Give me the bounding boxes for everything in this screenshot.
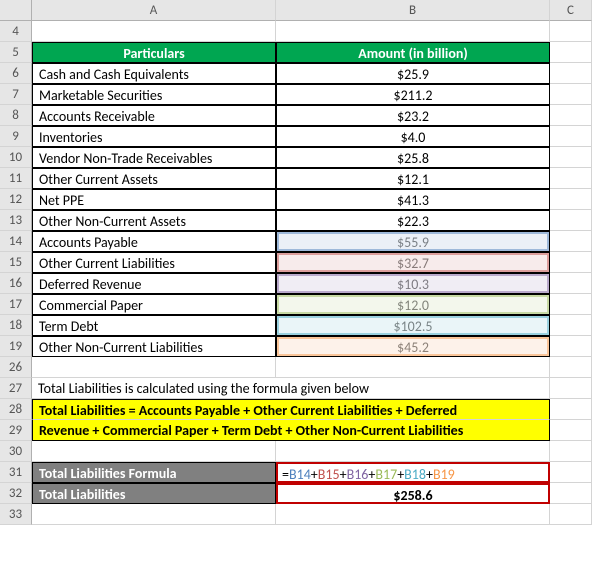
cell-C8[interactable] — [550, 105, 592, 126]
value-13[interactable]: $22.3 — [276, 210, 550, 231]
row-19[interactable]: 19 — [0, 336, 32, 357]
row-5[interactable]: 5 — [0, 42, 32, 63]
cell-C26[interactable] — [550, 357, 592, 378]
row-32[interactable]: 32 — [0, 483, 32, 504]
row-31[interactable]: 31 — [0, 462, 32, 483]
col-A[interactable]: A — [32, 0, 276, 21]
row-26[interactable]: 26 — [0, 357, 32, 378]
row-15[interactable]: 15 — [0, 252, 32, 273]
formula-label: Total Liabilities Formula — [32, 462, 276, 483]
cell-C12[interactable] — [550, 189, 592, 210]
corner — [0, 0, 32, 21]
cell-C6[interactable] — [550, 63, 592, 84]
formula-desc-1: Total Liabilities = Accounts Payable + O… — [32, 399, 550, 420]
value-14[interactable]: $55.9 — [276, 231, 550, 252]
label-14[interactable]: Accounts Payable — [32, 231, 276, 252]
label-10[interactable]: Vendor Non-Trade Receivables — [32, 147, 276, 168]
label-17[interactable]: Commercial Paper — [32, 294, 276, 315]
col-B[interactable]: B — [276, 0, 550, 21]
cell-C9[interactable] — [550, 126, 592, 147]
value-18[interactable]: $102.5 — [276, 315, 550, 336]
label-13[interactable]: Other Non-Current Assets — [32, 210, 276, 231]
cell-B30[interactable] — [276, 441, 550, 462]
header-amount: Amount (in billion) — [276, 42, 550, 63]
cell-C27[interactable] — [550, 378, 592, 399]
cell-C18[interactable] — [550, 315, 592, 336]
value-19[interactable]: $45.2 — [276, 336, 550, 357]
cell-B33[interactable] — [276, 504, 550, 525]
formula-cell[interactable]: =B14+B15+B16+B17+B18+B19 — [276, 462, 550, 483]
row-11[interactable]: 11 — [0, 168, 32, 189]
cell-C28[interactable] — [550, 399, 592, 420]
cell-C29[interactable] — [550, 420, 592, 441]
label-11[interactable]: Other Current Assets — [32, 168, 276, 189]
col-C[interactable]: C — [550, 0, 592, 21]
row-29[interactable]: 29 — [0, 420, 32, 441]
cell-C13[interactable] — [550, 210, 592, 231]
row-30[interactable]: 30 — [0, 441, 32, 462]
cell-B26[interactable] — [276, 357, 550, 378]
row-33[interactable]: 33 — [0, 504, 32, 525]
row-17[interactable]: 17 — [0, 294, 32, 315]
row-16[interactable]: 16 — [0, 273, 32, 294]
label-12[interactable]: Net PPE — [32, 189, 276, 210]
header-particulars: Particulars — [32, 42, 276, 63]
cell-C30[interactable] — [550, 441, 592, 462]
label-6[interactable]: Cash and Cash Equivalents — [32, 63, 276, 84]
cell-C32[interactable] — [550, 483, 592, 504]
row-6[interactable]: 6 — [0, 63, 32, 84]
value-16[interactable]: $10.3 — [276, 273, 550, 294]
row-14[interactable]: 14 — [0, 231, 32, 252]
row-9[interactable]: 9 — [0, 126, 32, 147]
total-value: $258.6 — [276, 483, 550, 504]
row-10[interactable]: 10 — [0, 147, 32, 168]
label-9[interactable]: Inventories — [32, 126, 276, 147]
cell-C11[interactable] — [550, 168, 592, 189]
label-7[interactable]: Marketable Securities — [32, 84, 276, 105]
label-19[interactable]: Other Non-Current Liabilities — [32, 336, 276, 357]
value-11[interactable]: $12.1 — [276, 168, 550, 189]
cell-C19[interactable] — [550, 336, 592, 357]
cell-A4[interactable] — [32, 21, 276, 42]
cell-A33[interactable] — [32, 504, 276, 525]
cell-C33[interactable] — [550, 504, 592, 525]
value-15[interactable]: $32.7 — [276, 252, 550, 273]
value-8[interactable]: $23.2 — [276, 105, 550, 126]
cell-C4[interactable] — [550, 21, 592, 42]
row-4[interactable]: 4 — [0, 21, 32, 42]
label-18[interactable]: Term Debt — [32, 315, 276, 336]
value-12[interactable]: $41.3 — [276, 189, 550, 210]
row-12[interactable]: 12 — [0, 189, 32, 210]
cell-C31[interactable] — [550, 462, 592, 483]
label-8[interactable]: Accounts Receivable — [32, 105, 276, 126]
row-28[interactable]: 28 — [0, 399, 32, 420]
cell-C14[interactable] — [550, 231, 592, 252]
label-15[interactable]: Other Current Liabilities — [32, 252, 276, 273]
cell-C5[interactable] — [550, 42, 592, 63]
row-27[interactable]: 27 — [0, 378, 32, 399]
value-10[interactable]: $25.8 — [276, 147, 550, 168]
cell-C7[interactable] — [550, 84, 592, 105]
row-13[interactable]: 13 — [0, 210, 32, 231]
cell-A30[interactable] — [32, 441, 276, 462]
row-18[interactable]: 18 — [0, 315, 32, 336]
spreadsheet: ABC 45ParticularsAmount (in billion) 6Cash… — [0, 0, 592, 525]
cell-B4[interactable] — [276, 21, 550, 42]
row-7[interactable]: 7 — [0, 84, 32, 105]
total-label: Total Liabilities — [32, 483, 276, 504]
row-8[interactable]: 8 — [0, 105, 32, 126]
note: Total Liabilities is calculated using th… — [32, 378, 550, 399]
cell-C10[interactable] — [550, 147, 592, 168]
cell-A26[interactable] — [32, 357, 276, 378]
value-7[interactable]: $211.2 — [276, 84, 550, 105]
value-17[interactable]: $12.0 — [276, 294, 550, 315]
cell-C17[interactable] — [550, 294, 592, 315]
formula-desc-2: Revenue + Commercial Paper + Term Debt +… — [32, 420, 550, 441]
label-16[interactable]: Deferred Revenue — [32, 273, 276, 294]
cell-C15[interactable] — [550, 252, 592, 273]
cell-C16[interactable] — [550, 273, 592, 294]
value-6[interactable]: $25.9 — [276, 63, 550, 84]
value-9[interactable]: $4.0 — [276, 126, 550, 147]
